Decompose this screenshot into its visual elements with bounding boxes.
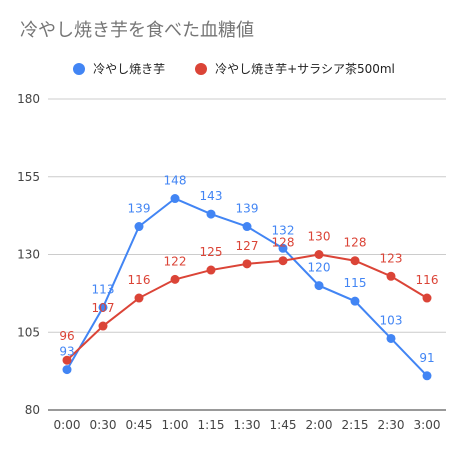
- data-point: [98, 302, 108, 312]
- data-point: [242, 259, 252, 269]
- y-tick-label: 80: [25, 403, 40, 417]
- data-point: [170, 194, 180, 204]
- data-label: 96: [59, 329, 74, 343]
- data-label: 116: [128, 273, 151, 287]
- x-tick-label: 1:15: [198, 418, 225, 432]
- y-tick-label: 155: [17, 170, 40, 184]
- data-point: [242, 222, 252, 232]
- legend-label-series-2: 冷やし焼き芋+サラシア茶500ml: [215, 62, 395, 76]
- data-label: 91: [419, 351, 434, 365]
- x-tick-label: 1:00: [162, 418, 189, 432]
- data-label: 107: [92, 301, 115, 315]
- data-point: [314, 281, 324, 291]
- x-tick-label: 0:00: [54, 418, 81, 432]
- data-point: [62, 365, 72, 375]
- legend-item-series-1[interactable]: 冷やし焼き芋: [73, 60, 165, 77]
- data-point: [386, 271, 396, 281]
- data-point: [422, 371, 432, 381]
- x-tick-label: 1:30: [234, 418, 261, 432]
- data-label: 115: [344, 276, 367, 290]
- data-label: 143: [200, 189, 223, 203]
- data-point: [206, 265, 216, 275]
- data-label: 127: [236, 239, 259, 253]
- y-tick-label: 130: [17, 248, 40, 262]
- data-label: 113: [92, 282, 115, 296]
- x-tick-label: 1:45: [270, 418, 297, 432]
- legend-label-series-1: 冷やし焼き芋: [93, 62, 166, 76]
- series-line-2: [66, 253, 428, 361]
- data-point: [350, 256, 360, 266]
- data-point: [98, 321, 108, 331]
- y-tick-label: 180: [17, 92, 40, 106]
- data-point: [314, 250, 324, 259]
- legend-item-series-2[interactable]: 冷やし焼き芋+サラシア茶500ml: [195, 60, 395, 77]
- legend-marker-series-2: [195, 62, 208, 75]
- data-point: [134, 222, 144, 232]
- x-tick-label: 0:30: [90, 418, 117, 432]
- chart-title: 冷やし焼き芋を食べた血糖値: [20, 20, 254, 41]
- data-label: 130: [308, 230, 331, 244]
- data-point: [206, 209, 216, 219]
- data-label: 120: [308, 261, 331, 275]
- data-point: [422, 293, 432, 303]
- legend: 冷やし焼き芋 冷やし焼き芋+サラシア茶500ml: [0, 60, 468, 77]
- data-label: 116: [416, 273, 439, 287]
- data-label: 139: [236, 202, 259, 216]
- data-point: [350, 296, 360, 306]
- x-tick-label: 2:30: [378, 418, 405, 432]
- x-tick-label: 0:45: [126, 418, 153, 432]
- data-point: [170, 274, 180, 284]
- data-label: 125: [200, 245, 223, 259]
- data-point: [386, 333, 396, 343]
- y-tick-label: 105: [17, 325, 40, 339]
- data-label: 122: [164, 254, 187, 268]
- legend-marker-series-1: [73, 62, 86, 75]
- data-point: [134, 293, 144, 303]
- data-point: [62, 355, 72, 365]
- data-point: [278, 256, 288, 266]
- data-label: 139: [128, 202, 151, 216]
- data-label: 132: [272, 223, 295, 237]
- data-label: 148: [164, 174, 187, 188]
- data-point: [278, 243, 288, 253]
- data-label: 103: [380, 313, 403, 327]
- data-label: 93: [59, 345, 74, 359]
- data-label: 128: [272, 236, 295, 250]
- x-tick-label: 3:00: [414, 418, 441, 432]
- data-label: 128: [344, 236, 367, 250]
- x-tick-label: 2:15: [342, 418, 369, 432]
- data-label: 123: [380, 251, 403, 265]
- x-tick-label: 2:00: [306, 418, 333, 432]
